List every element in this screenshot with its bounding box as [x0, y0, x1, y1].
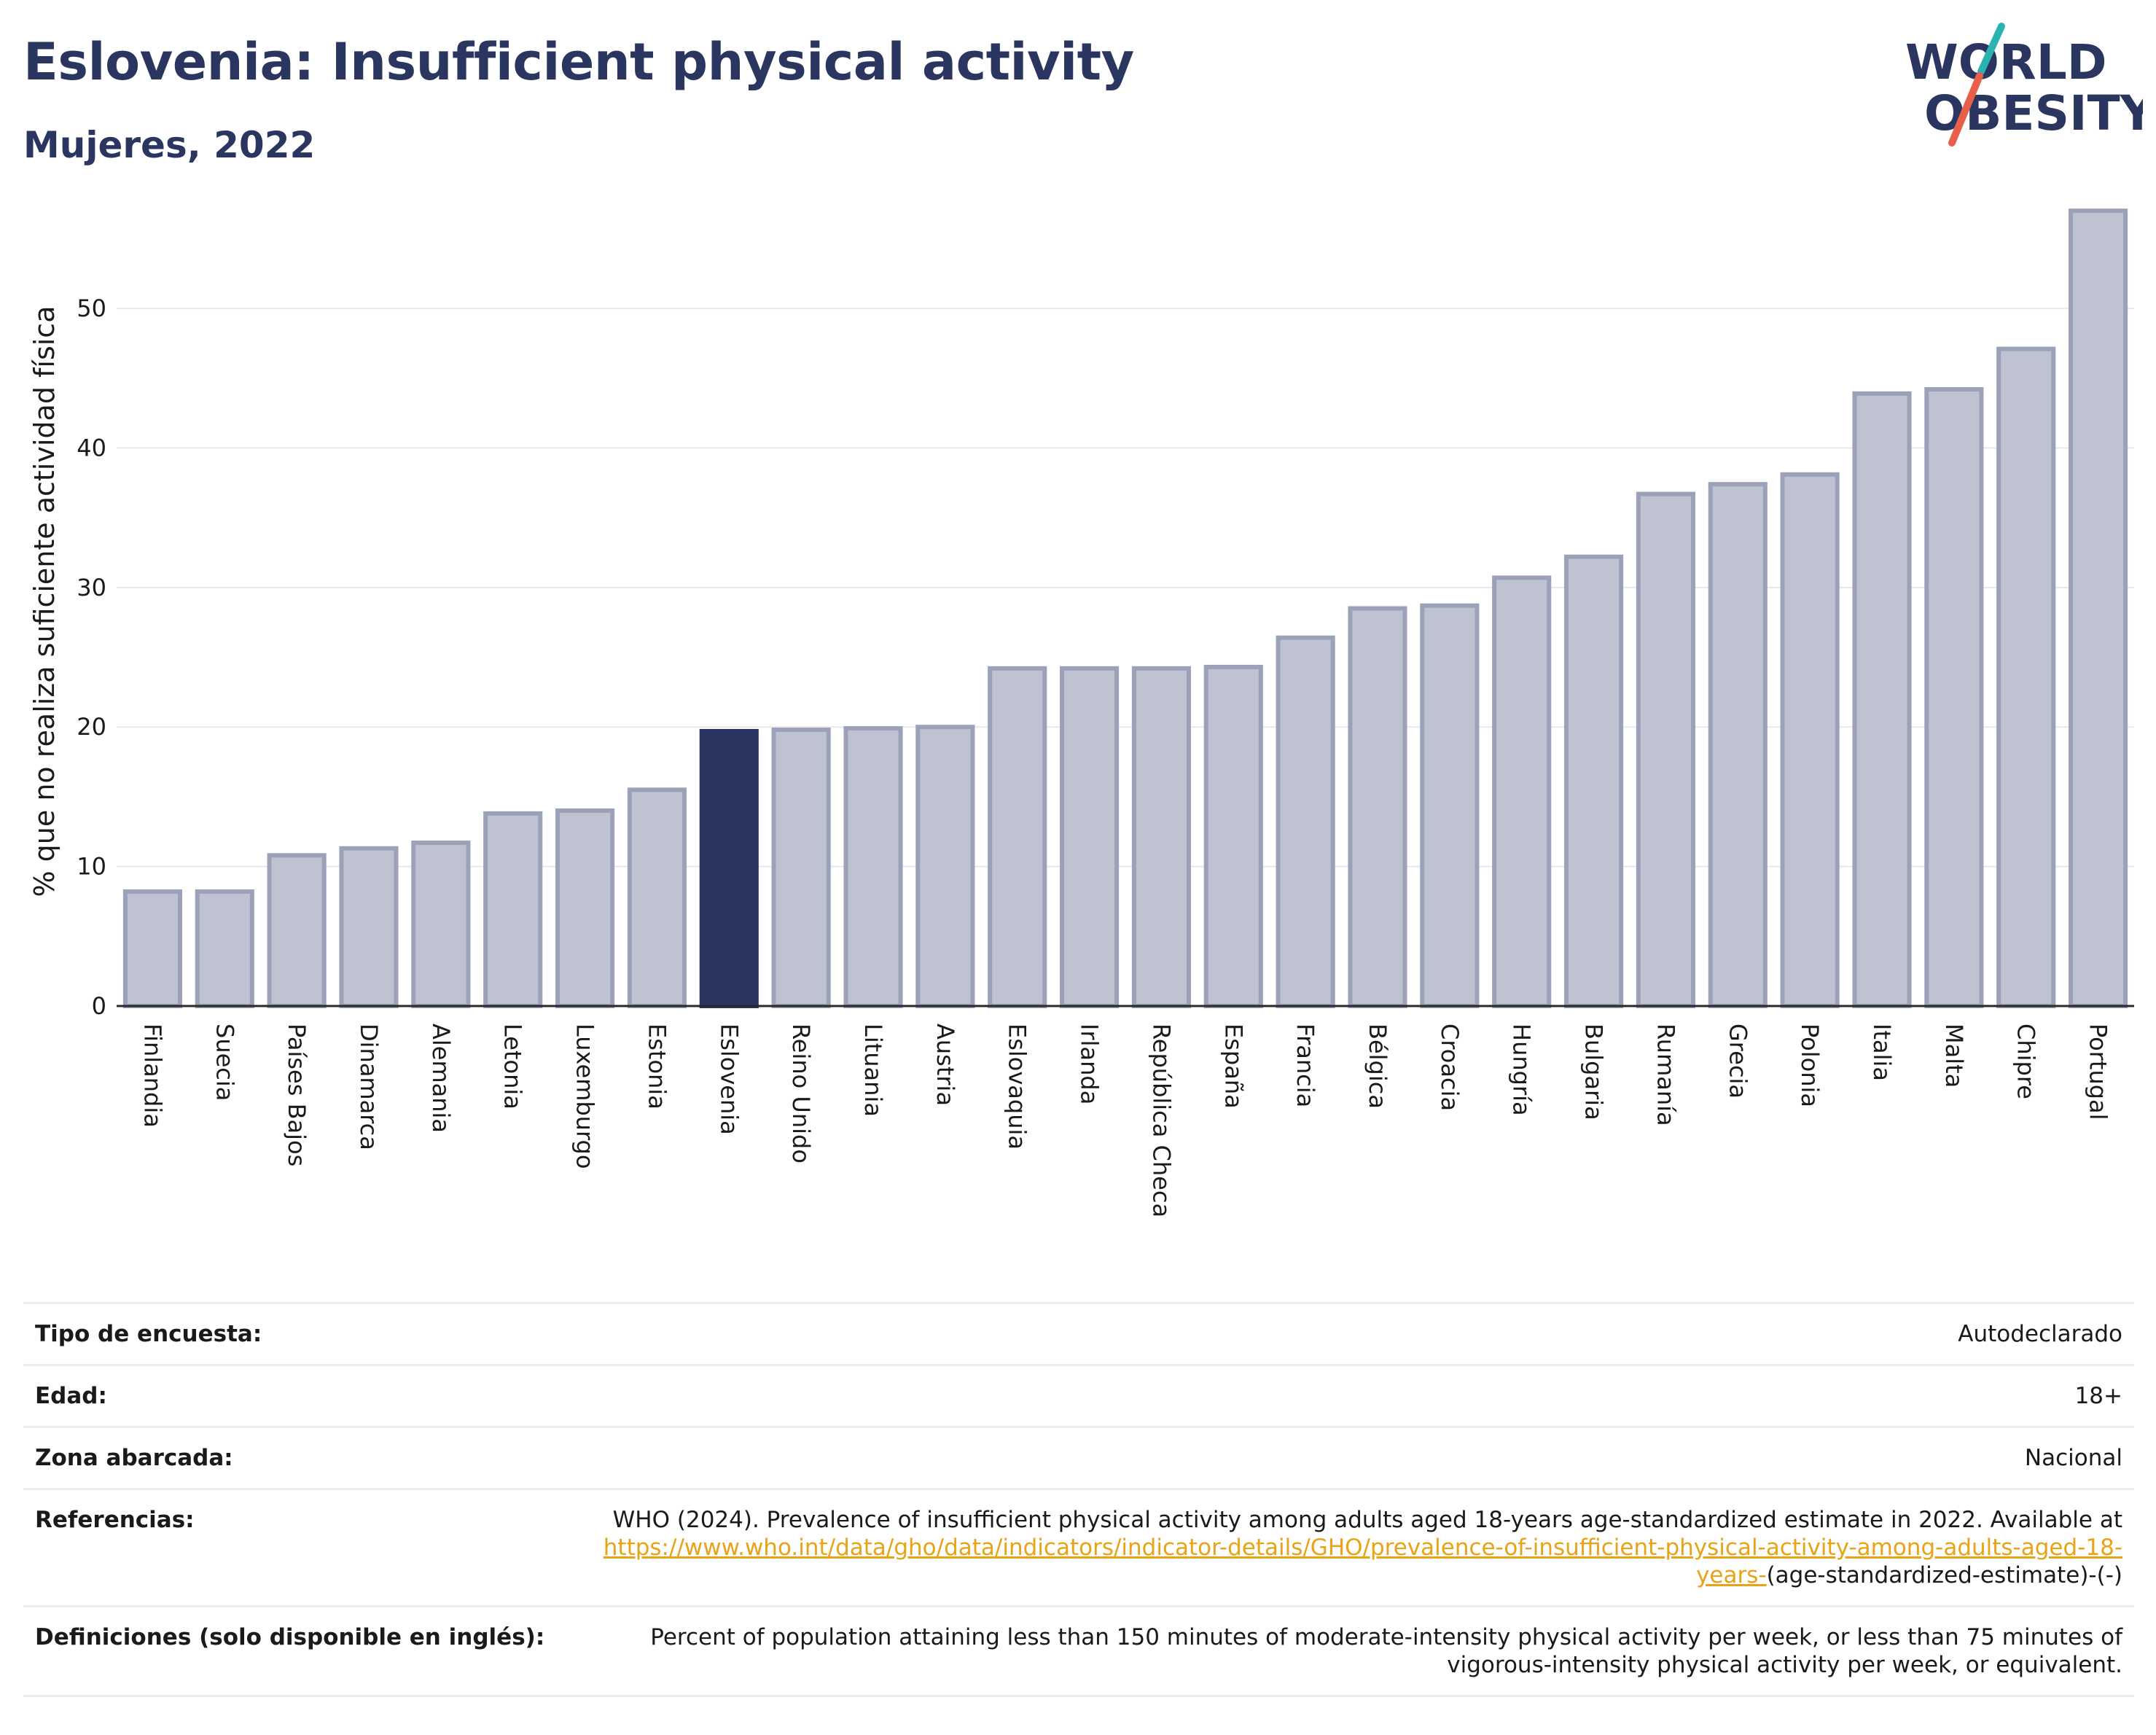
logo-slash-bottom [1948, 72, 1983, 147]
x-tick-label: Polonia [1796, 1024, 1824, 1107]
bar-dinamarca [339, 846, 399, 1008]
bar-letonia [483, 811, 543, 1009]
bar-chipre [1996, 346, 2056, 1008]
info-table: Tipo de encuesta: Autodeclarado Edad: 18+ Zo… [23, 1302, 2134, 1697]
x-tick-label: Rumanía [1652, 1024, 1679, 1126]
y-tick-labels: 0 10 20 30 40 50 [77, 295, 106, 1020]
y-tick-label: 0 [92, 992, 106, 1020]
x-tick-label: Bélgica [1364, 1024, 1391, 1109]
info-key: Tipo de encuesta: [23, 1302, 589, 1365]
y-axis-title: % que no realiza suficiente actividad fí… [28, 306, 60, 897]
info-row: Edad: 18+ [23, 1364, 2134, 1427]
bar-chart: 0 10 20 30 40 50 Finlandia Suecia Países Bajos D… [28, 208, 2134, 1217]
logo-line-1: WORLD [1905, 34, 2107, 90]
bar-hungría [1492, 575, 1552, 1008]
logo-slash-top [1977, 23, 2005, 75]
x-tick-labels: Finlandia Suecia Países Bajos Dinamarca Alem… [138, 1024, 2112, 1217]
bar-austria [915, 725, 975, 1008]
reference-suffix: (age-standardized-estimate)-(-) [1766, 1562, 2122, 1588]
info-value: 18+ [589, 1364, 2134, 1427]
page-title: Eslovenia: Insufficient physical activit… [23, 32, 1134, 92]
bar-polonia [1780, 472, 1840, 1008]
bar-malta [1924, 387, 1984, 1008]
y-tick-label: 40 [77, 434, 106, 461]
bar-suecia [195, 889, 254, 1008]
x-tick-label: Finlandia [138, 1024, 166, 1128]
info-row: Tipo de encuesta: Autodeclarado [23, 1302, 2134, 1365]
x-tick-label: Portugal [2085, 1024, 2112, 1120]
x-tick-label: Francia [1292, 1024, 1319, 1107]
x-tick-label: Lituania [859, 1024, 887, 1117]
bar-alemania [411, 841, 471, 1008]
bar-bélgica [1348, 606, 1407, 1008]
x-tick-label: Luxemburgo [571, 1024, 599, 1169]
bar-rumanía [1636, 491, 1695, 1008]
x-tick-label: Suecia [211, 1024, 238, 1101]
x-tick-label: Bulgaria [1580, 1024, 1608, 1120]
info-value: Autodeclarado [589, 1302, 2134, 1365]
bar-países-bajos [267, 853, 327, 1008]
x-tick-label: Alemania [427, 1024, 455, 1133]
info-key: Definiciones (solo disponible en inglés)… [23, 1605, 589, 1697]
y-tick-label: 10 [77, 853, 106, 881]
page-subtitle: Mujeres, 2022 [23, 124, 316, 166]
y-tick-label: 30 [77, 574, 106, 601]
x-tick-label: Malta [1940, 1024, 1968, 1088]
x-tick-label: Dinamarca [355, 1024, 383, 1150]
x-tick-label: Estonia [643, 1024, 671, 1110]
x-tick-label: Croacia [1436, 1024, 1464, 1111]
x-tick-label: Países Bajos [283, 1024, 310, 1166]
y-tick-label: 20 [77, 713, 106, 741]
x-tick-label: Eslovaquia [1004, 1024, 1031, 1150]
reference-link[interactable]: https://www.who.int/data/gho/data/indica… [603, 1535, 2122, 1588]
bar-eslovaquia [988, 666, 1047, 1008]
x-tick-label: Irlanda [1076, 1024, 1104, 1104]
info-row: Zona abarcada: Nacional [23, 1426, 2134, 1489]
bar-portugal [2069, 208, 2128, 1008]
bar-irlanda [1060, 666, 1120, 1008]
x-tick-label: Chipre [2012, 1024, 2040, 1099]
info-key: Zona abarcada: [23, 1426, 589, 1489]
x-tick-label: Grecia [1724, 1024, 1751, 1099]
bar-croacia [1420, 603, 1480, 1008]
x-tick-label: República Checa [1147, 1024, 1175, 1217]
info-value: Percent of population attaining less tha… [589, 1605, 2134, 1697]
bar-españa [1203, 664, 1263, 1009]
info-row: Definiciones (solo disponible en inglés)… [23, 1605, 2134, 1697]
x-tick-label: Hungría [1508, 1024, 1536, 1116]
bars [122, 208, 2128, 1009]
world-obesity-logo: WORLD OBESITY [1905, 23, 2143, 147]
x-tick-label: España [1219, 1024, 1247, 1109]
bar-luxemburgo [555, 808, 615, 1008]
y-tick-label: 50 [77, 295, 106, 322]
info-key: Edad: [23, 1364, 589, 1427]
bar-finlandia [122, 889, 182, 1008]
x-tick-label: Reino Unido [787, 1024, 815, 1163]
info-key: Referencias: [23, 1488, 589, 1607]
x-tick-label: Austria [931, 1024, 959, 1106]
info-value: WHO (2024). Prevalence of insufficient p… [589, 1488, 2134, 1607]
bar-lituania [843, 726, 903, 1008]
bar-francia [1276, 635, 1335, 1008]
x-tick-label: Eslovenia [715, 1024, 743, 1135]
bar-italia [1852, 391, 1912, 1008]
info-row: Referencias: WHO (2024). Prevalence of in… [23, 1488, 2134, 1607]
bar-grecia [1708, 482, 1768, 1008]
bar-reino-unido [771, 728, 831, 1008]
bar-estonia [627, 787, 687, 1008]
bar-república-checa [1131, 666, 1191, 1008]
bar-eslovenia [699, 728, 759, 1009]
x-tick-label: Letonia [499, 1024, 527, 1110]
info-value: Nacional [589, 1426, 2134, 1489]
reference-text: WHO (2024). Prevalence of insufficient p… [612, 1507, 2122, 1533]
bar-bulgaria [1564, 554, 1624, 1008]
x-tick-label: Italia [1868, 1024, 1896, 1081]
